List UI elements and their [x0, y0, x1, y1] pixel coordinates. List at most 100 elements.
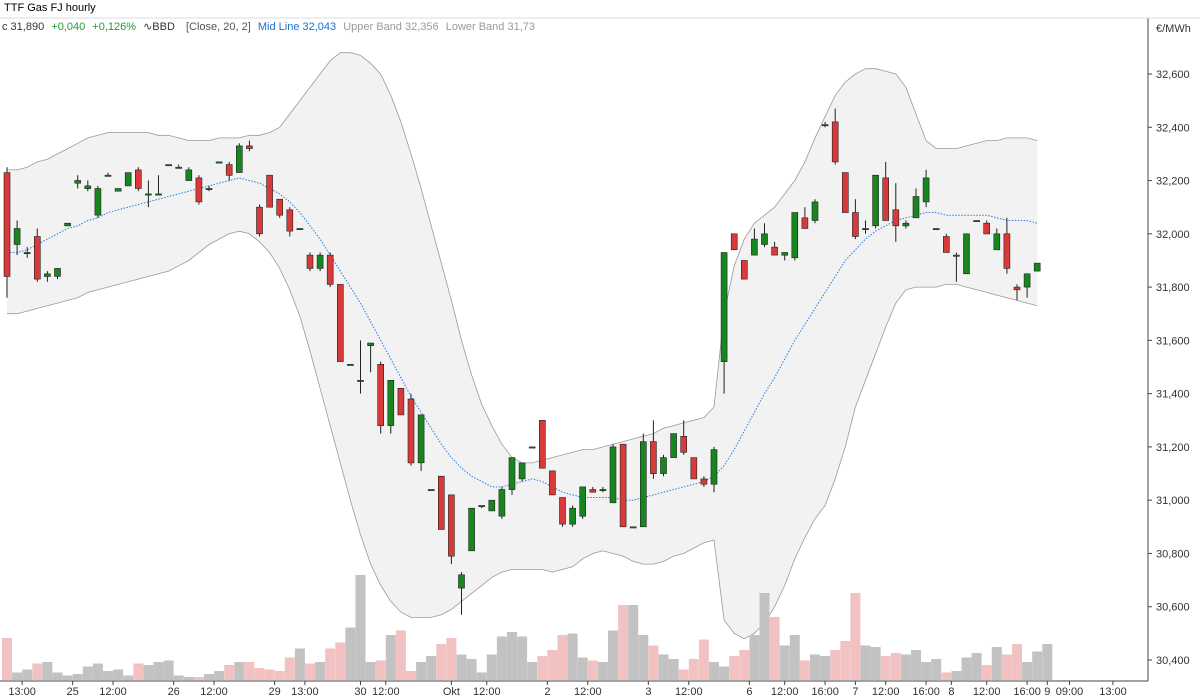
candle-body-down	[276, 198, 284, 216]
volume-bar	[416, 662, 427, 680]
candle-body-up	[104, 174, 112, 177]
candle-body-up	[912, 196, 920, 219]
volume-bar	[638, 635, 649, 680]
candle	[670, 433, 677, 458]
y-tick-label: 32,000	[1156, 229, 1190, 241]
volume-bar	[880, 656, 891, 680]
candle	[700, 476, 708, 487]
y-tick-label: 31,400	[1156, 389, 1190, 401]
candle-body-down	[549, 470, 556, 496]
candle-body-down	[882, 177, 890, 221]
volume-bar	[234, 662, 245, 680]
volume-bar	[355, 575, 366, 680]
volume-bar	[466, 659, 477, 680]
candle	[74, 175, 81, 189]
volume-bar	[991, 647, 1002, 680]
candle	[710, 446, 718, 493]
candle	[629, 526, 637, 529]
candle	[276, 198, 284, 218]
y-tick-label: 31,000	[1156, 495, 1190, 507]
candle	[831, 108, 839, 165]
candle	[680, 420, 688, 455]
volume-bar	[456, 654, 467, 680]
candle-body-up	[953, 254, 960, 257]
candle-body-down	[650, 441, 657, 474]
candle-body-down	[448, 494, 455, 557]
x-tick-label: 12:00	[200, 686, 228, 698]
candle	[94, 185, 102, 218]
candle-body-up	[670, 433, 677, 458]
volume-bar	[911, 650, 921, 680]
candle-body-up	[821, 124, 829, 127]
y-tick-label: 31,600	[1156, 335, 1190, 347]
volume-bar	[648, 645, 659, 680]
candle-body-down	[437, 475, 445, 530]
candle-body-down	[266, 174, 273, 208]
candle	[932, 228, 940, 231]
candle-body-up	[761, 233, 768, 245]
candle	[639, 433, 647, 528]
y-tick-label: 32,400	[1156, 122, 1190, 134]
volume-bar	[577, 657, 588, 680]
volume-bar	[557, 635, 568, 680]
candle-body-down	[831, 121, 839, 163]
volume-layer	[2, 575, 1053, 680]
candle	[730, 233, 738, 251]
y-tick-label: 32,200	[1156, 176, 1190, 188]
volume-bar	[719, 666, 730, 680]
candle	[326, 252, 334, 288]
candle	[1003, 217, 1011, 274]
candle-body-up	[296, 228, 304, 231]
candle	[771, 241, 778, 256]
candle-body-down	[680, 435, 688, 453]
y-tick-label: 30,400	[1156, 655, 1190, 667]
candle	[64, 222, 71, 227]
candle-body-down	[135, 169, 142, 189]
volume-bar	[931, 659, 942, 680]
candle	[872, 174, 879, 229]
candle	[538, 419, 546, 469]
x-tick-label: 29	[268, 686, 280, 698]
volume-bar	[224, 665, 235, 680]
candle-body-down	[336, 284, 344, 362]
candle-body-down	[286, 209, 294, 232]
candle-body-up	[1033, 262, 1041, 272]
candle	[336, 284, 344, 362]
candle-body-up	[64, 222, 71, 227]
y-tick-label: 31,200	[1156, 442, 1190, 454]
x-tick-label: 12:00	[872, 686, 900, 698]
candle-body-down	[730, 233, 738, 251]
candle-body-up	[922, 177, 930, 203]
candle-body-up	[720, 252, 728, 362]
candle	[347, 363, 354, 366]
x-tick-label: 12:00	[372, 686, 400, 698]
volume-bar	[183, 677, 194, 680]
candle	[761, 223, 768, 248]
candle-body-down	[740, 260, 748, 280]
candle	[84, 180, 92, 192]
candle	[488, 499, 496, 512]
candle-body-up	[579, 486, 587, 517]
volume-bar	[62, 675, 73, 680]
volume-bar	[22, 669, 33, 680]
volume-bar	[1012, 644, 1022, 680]
candle	[1023, 273, 1031, 298]
mid-line-value: Mid Line 32,043	[257, 21, 337, 33]
x-tick-label: 2	[544, 686, 550, 698]
candle	[286, 207, 294, 237]
x-tick-label: 26	[168, 686, 180, 698]
candle-body-up	[710, 449, 718, 485]
volume-bar	[1032, 651, 1043, 680]
candle-body-up	[114, 188, 122, 192]
volume-bar	[709, 662, 719, 680]
y-tick-label: 30,600	[1156, 602, 1190, 614]
volume-bar	[587, 660, 598, 680]
candle-layer	[3, 108, 1041, 615]
mid-line	[7, 177, 1038, 501]
candle	[145, 180, 152, 208]
candle	[215, 161, 223, 164]
candle	[922, 169, 930, 208]
volume-bar	[173, 675, 184, 680]
volume-bar	[294, 648, 305, 680]
volume-bar	[486, 654, 497, 680]
